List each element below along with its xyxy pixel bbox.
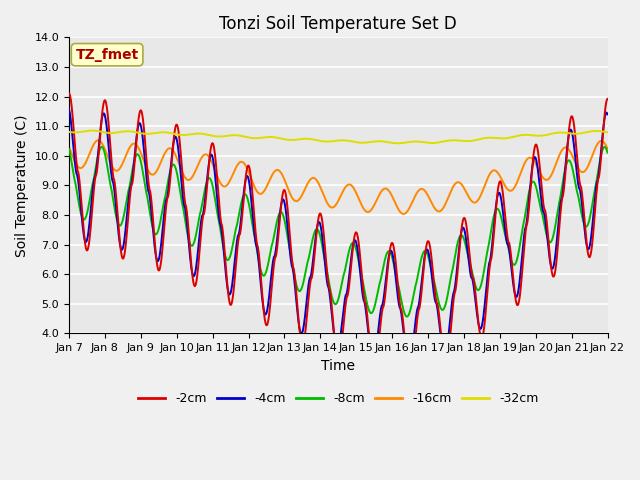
Title: Tonzi Soil Temperature Set D: Tonzi Soil Temperature Set D — [220, 15, 457, 33]
X-axis label: Time: Time — [321, 359, 355, 372]
Legend: -2cm, -4cm, -8cm, -16cm, -32cm: -2cm, -4cm, -8cm, -16cm, -32cm — [133, 387, 544, 410]
Y-axis label: Soil Temperature (C): Soil Temperature (C) — [15, 114, 29, 257]
Text: TZ_fmet: TZ_fmet — [76, 48, 139, 62]
